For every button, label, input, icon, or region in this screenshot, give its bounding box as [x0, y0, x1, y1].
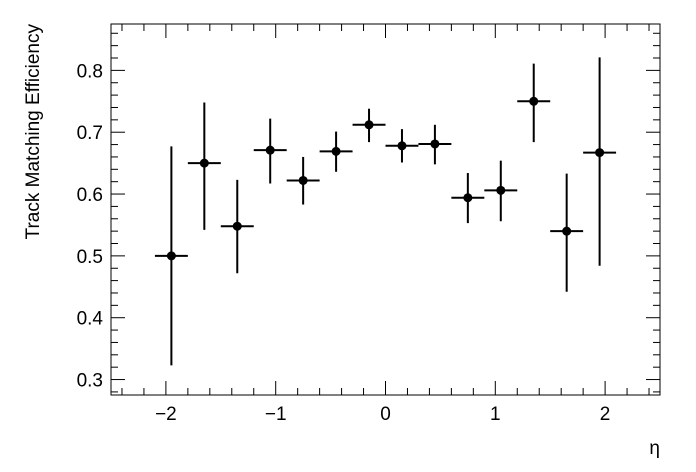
point-marker — [562, 226, 572, 236]
data-point — [484, 160, 518, 222]
y-tick-label: 0.8 — [77, 61, 103, 82]
data-point — [154, 146, 188, 366]
data-points — [154, 57, 617, 366]
plot-frame — [110, 23, 661, 396]
point-marker — [364, 120, 374, 130]
x-tick-label: −2 — [155, 404, 177, 425]
y-tick-label: 0.7 — [77, 123, 103, 144]
x-tick-label: 1 — [490, 404, 501, 425]
point-marker — [199, 158, 209, 168]
y-tick-label: 0.3 — [77, 371, 103, 392]
point-marker — [331, 146, 341, 156]
point-marker — [397, 141, 407, 151]
point-marker — [430, 139, 440, 149]
axis-tick-labels: −2 −1 0 1 2 0.3 0.4 0.5 0.6 0.7 0.8 — [77, 61, 611, 425]
data-point — [451, 173, 485, 224]
x-tick-label: −1 — [265, 404, 287, 425]
data-point — [550, 173, 584, 292]
x-axis-title: η — [649, 438, 660, 459]
y-tick-label: 0.6 — [77, 185, 103, 206]
y-tick-label: 0.4 — [77, 309, 104, 330]
data-point — [352, 108, 386, 143]
point-marker — [463, 193, 473, 203]
data-point — [583, 57, 617, 266]
data-point — [517, 63, 551, 143]
y-tick-label: 0.5 — [77, 247, 103, 268]
x-tick-label: 0 — [380, 404, 391, 425]
point-marker — [166, 251, 176, 261]
point-marker — [298, 175, 308, 185]
data-point — [319, 131, 353, 172]
x-tick-label: 2 — [600, 404, 611, 425]
point-marker — [529, 96, 539, 106]
data-point — [220, 179, 254, 274]
data-point — [385, 129, 419, 163]
data-point — [253, 118, 287, 184]
point-marker — [232, 221, 242, 231]
data-point — [187, 102, 221, 230]
point-marker — [595, 148, 605, 158]
point-marker — [265, 145, 275, 155]
point-marker — [496, 185, 506, 195]
data-point — [286, 156, 320, 205]
data-point — [418, 124, 452, 165]
y-axis-title: Track Matching Efficiency — [23, 24, 44, 240]
axis-ticks — [111, 24, 660, 395]
